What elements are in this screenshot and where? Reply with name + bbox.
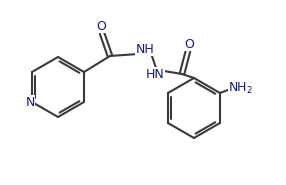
Text: O: O (96, 19, 106, 33)
Text: N: N (25, 95, 35, 108)
Text: NH: NH (136, 43, 154, 56)
Text: NH$_2$: NH$_2$ (229, 80, 253, 95)
Text: HN: HN (146, 68, 164, 80)
Text: O: O (184, 38, 194, 51)
